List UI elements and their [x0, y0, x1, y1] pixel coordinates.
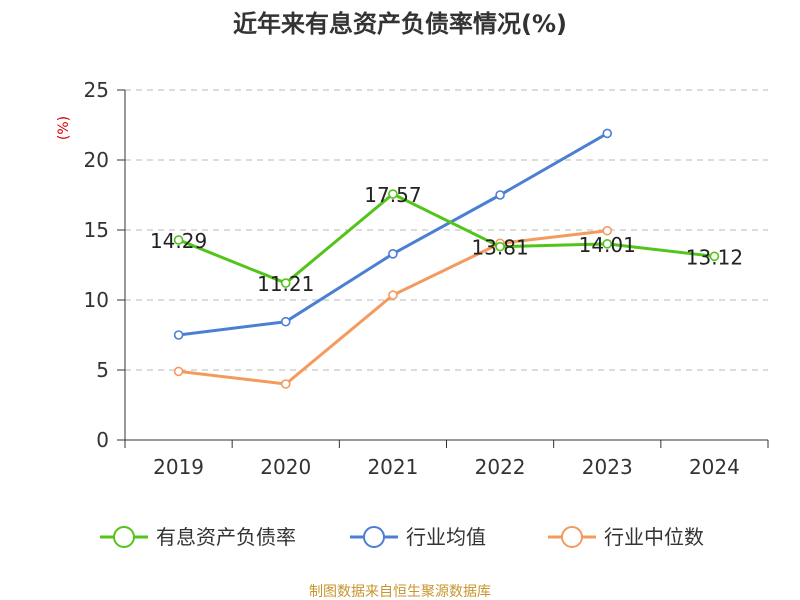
data-point-1 [495, 190, 505, 200]
legend-marker-icon [561, 526, 583, 548]
data-point-1 [173, 330, 184, 340]
legend-item-0: 有息资产负债率 [100, 525, 296, 549]
grid-lines [125, 89, 768, 371]
data-point-0 [280, 278, 291, 288]
y-tick-label: 5 [96, 358, 109, 382]
data-labels: 14.29 11.21 17.57 13.81 14.01 13.12 [150, 183, 743, 296]
y-tick-label: 20 [84, 148, 109, 172]
data-label: 14.01 [579, 233, 636, 257]
y-tick-label: 0 [96, 428, 109, 452]
y-tick-label: 15 [84, 218, 109, 242]
data-point-2 [388, 290, 398, 300]
y-axis-unit-label: (%) [56, 116, 72, 140]
data-label: 13.81 [471, 236, 528, 260]
data-label: 11.21 [257, 272, 314, 296]
data-label: 14.29 [150, 229, 207, 253]
data-point-0 [709, 251, 720, 262]
series-lines [173, 128, 720, 389]
legend-label: 行业中位数 [604, 525, 704, 549]
axes: 0 5 10 15 20 25 2019 2020 2021 2022 2023 2024 [84, 78, 769, 479]
legend-marker-icon [113, 526, 135, 548]
data-point-2 [602, 225, 613, 236]
data-point-1 [388, 249, 398, 259]
legend-item-1: 行业均值 [350, 525, 486, 549]
y-tick-label: 25 [84, 78, 109, 102]
data-point-0 [602, 239, 613, 249]
data-point-1 [602, 128, 613, 139]
x-tick-label: 2021 [367, 455, 418, 479]
chart-title: 近年来有息资产负债率情况(%) [233, 10, 567, 38]
data-point-1 [280, 316, 291, 327]
x-tick-label: 2019 [153, 455, 204, 479]
legend-marker-icon [363, 526, 385, 548]
data-point-0 [388, 189, 398, 199]
x-tick-label: 2020 [260, 455, 311, 479]
data-point-0 [495, 241, 505, 252]
x-tick-label: 2024 [689, 455, 740, 479]
series-line-0 [178, 192, 715, 285]
data-source-note: 制图数据来自恒生聚源数据库 [309, 584, 491, 600]
x-tick-label: 2022 [475, 455, 526, 479]
legend: 有息资产负债率 行业均值 行业中位数 [100, 525, 704, 549]
x-tick-label: 2023 [582, 455, 633, 479]
data-point-2 [280, 379, 291, 389]
data-label: 13.12 [686, 245, 743, 269]
data-point-0 [173, 235, 184, 245]
legend-item-2: 行业中位数 [548, 525, 704, 549]
legend-label: 有息资产负债率 [156, 525, 296, 549]
y-tick-label: 10 [84, 288, 109, 312]
series-line-1 [178, 132, 608, 337]
legend-label: 行业均值 [406, 525, 486, 549]
data-label: 17.57 [364, 183, 421, 207]
data-point-2 [173, 366, 184, 377]
